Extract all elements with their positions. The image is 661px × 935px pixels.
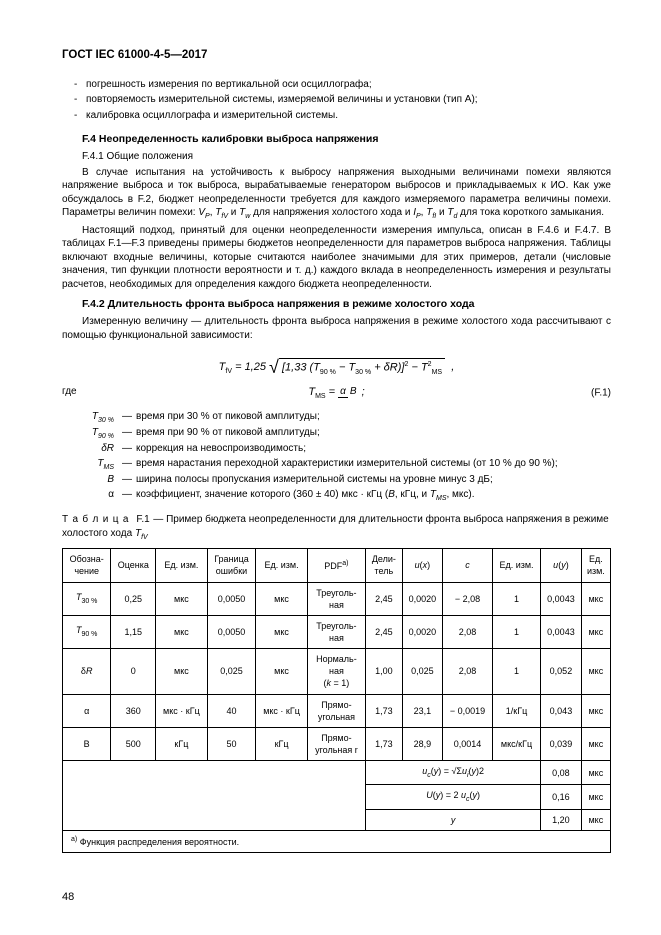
definitions-list: T30 %—время при 30 % от пиковой амплитуд… <box>74 410 611 504</box>
col-header: Ед. изм. <box>256 549 307 582</box>
formula-tms: где TMS = αB ; (F.1) <box>62 385 611 402</box>
formula-tfv: TfV = 1,25 √ [1,33 (T90 % − T30 % + δR)]… <box>62 352 611 377</box>
table-row: T30 %0,25мкс0,0050мксТреуголь-ная2,450,0… <box>63 582 611 615</box>
table-row: α360мкс · кГц40мкс · кГцПрямо-угольная1,… <box>63 694 611 727</box>
table-row: T90 %1,15мкс0,0050мксТреуголь-ная2,450,0… <box>63 615 611 648</box>
table-summary-row: uc(y) = √Σui(y)2 0,08мкс <box>63 761 611 785</box>
page-number: 48 <box>62 890 74 905</box>
col-header: Обозна-чение <box>63 549 111 582</box>
section-f41-title: F.4.1 Общие положения <box>82 150 611 164</box>
where-label: где <box>62 385 77 399</box>
bullet-item: повторяемость измерительной системы, изм… <box>86 93 611 107</box>
table-header-row: Обозна-чение Оценка Ед. изм. Границаошиб… <box>63 549 611 582</box>
bullet-item: погрешность измерения по вертикальной ос… <box>86 78 611 92</box>
paragraph: В случае испытания на устойчивость к выб… <box>62 166 611 222</box>
col-header: Ед.изм. <box>581 549 610 582</box>
paragraph: Настоящий подход, принятый для оценки не… <box>62 224 611 292</box>
table-footnote: a) a) Функция распределения вероятности.… <box>63 830 611 852</box>
equation-number: (F.1) <box>591 386 611 400</box>
bullet-item: калибровка осциллографа и измерительной … <box>86 109 611 123</box>
doc-header: ГОСТ IEC 61000-4-5—2017 <box>62 48 611 64</box>
paragraph: Измеренную величину — длительность фронт… <box>62 315 611 342</box>
table-footnote-row: a) a) Функция распределения вероятности.… <box>63 830 611 852</box>
col-header: u(y) <box>541 549 582 582</box>
uncertainty-budget-table: Обозна-чение Оценка Ед. изм. Границаошиб… <box>62 548 611 853</box>
table-row: B500кГц50кГцПрямо-угольная r1,7328,90,00… <box>63 727 611 760</box>
section-f4-title: F.4 Неопределенность калибровки выброса … <box>82 132 611 146</box>
table-caption: Т а б л и ц а F.1 — Пример бюджета неопр… <box>62 513 611 542</box>
table-summary-row: U(y) = 2 uc(y) 0,16мкс <box>63 785 611 809</box>
section-f42-title: F.4.2 Длительность фронта выброса напряж… <box>82 297 611 311</box>
col-header: u(x) <box>402 549 443 582</box>
col-header: Ед. изм. <box>156 549 207 582</box>
col-header: Границаошибки <box>207 549 256 582</box>
table-row: δR0мкс0,025мксНормаль-ная(k = 1)1,000,02… <box>63 649 611 694</box>
bullet-list: погрешность измерения по вертикальной ос… <box>62 78 611 123</box>
table-summary-row: y 1,20мкс <box>63 809 611 830</box>
col-header: c <box>443 549 493 582</box>
col-header: Дели-тель <box>366 549 403 582</box>
col-header: Оценка <box>111 549 156 582</box>
col-header: Ед. изм. <box>492 549 540 582</box>
col-header: PDFa) <box>307 549 365 582</box>
